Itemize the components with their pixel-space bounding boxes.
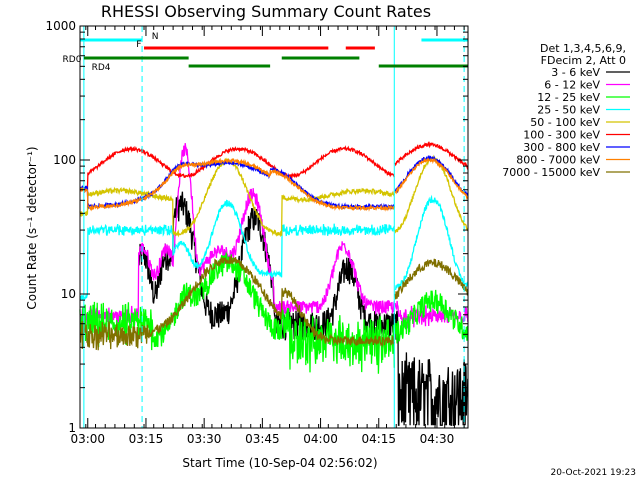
plot-frame: [79, 25, 469, 429]
legend-header-0: Det 1,3,4,5,6,9,: [540, 42, 626, 55]
flag-label-n: N: [152, 32, 159, 42]
axes: 1 10 100 1000 03:00 03:15 03:30 03:45 04:00 04:15…: [45, 19, 469, 446]
series-line-7: [79, 157, 469, 212]
legend-entry-3: 25 - 50 keV: [537, 104, 600, 117]
series-line-2: [79, 251, 469, 374]
legend-entry-6: 300 - 800 keV: [523, 141, 600, 154]
series-line-3: [79, 194, 469, 301]
legend-entry-5: 100 - 300 keV: [523, 129, 600, 142]
legend-entry-4: 50 - 100 keV: [530, 116, 600, 129]
legend-entry-2: 12 - 25 keV: [537, 91, 600, 104]
y-tick-label-3: 1000: [45, 19, 76, 33]
x-tick-label-0: 03:00: [70, 432, 105, 446]
y-axis-label: Count Rate (s⁻¹ detector⁻¹): [25, 146, 39, 309]
x-tick-label-1: 03:15: [129, 432, 164, 446]
x-tick-label-6: 04:30: [420, 432, 455, 446]
flag-label-f: F: [136, 40, 141, 50]
legend-entry-0: 3 - 6 keV: [551, 66, 600, 79]
y-tick-label-2: 100: [53, 153, 76, 167]
legend-entry-1: 6 - 12 keV: [544, 79, 600, 92]
x-tick-label-5: 04:15: [361, 432, 396, 446]
series-line-8: [79, 255, 469, 351]
y-tick-label-0: 1: [68, 421, 76, 435]
flag-label-rd0: RD0: [63, 55, 82, 65]
legend-entry-8: 7000 - 15000 keV: [502, 166, 600, 179]
x-tick-label-4: 04:00: [303, 432, 338, 446]
chart-title: RHESSI Observing Summary Count Rates: [101, 2, 431, 21]
series-line-5: [79, 141, 469, 194]
y-tick-label-1: 10: [61, 287, 76, 301]
series-line-0: [138, 191, 469, 426]
x-tick-label-3: 03:45: [245, 432, 280, 446]
legend-header-1: FDecim 2, Att 0: [541, 54, 626, 67]
legend-entry-7: 800 - 7000 keV: [516, 154, 600, 167]
flag-bars: N F RD0 RD4: [63, 32, 468, 73]
x-axis-label: Start Time (10-Sep-04 02:56:02): [182, 456, 377, 470]
x-tick-label-2: 03:30: [187, 432, 222, 446]
legend: Det 1,3,4,5,6,9,FDecim 2, Att 03 - 6 keV…: [502, 42, 630, 179]
plot-area: [79, 26, 469, 428]
flag-label-rd4: RD4: [92, 63, 111, 73]
date-stamp: 20-Oct-2021 19:23: [551, 468, 636, 478]
